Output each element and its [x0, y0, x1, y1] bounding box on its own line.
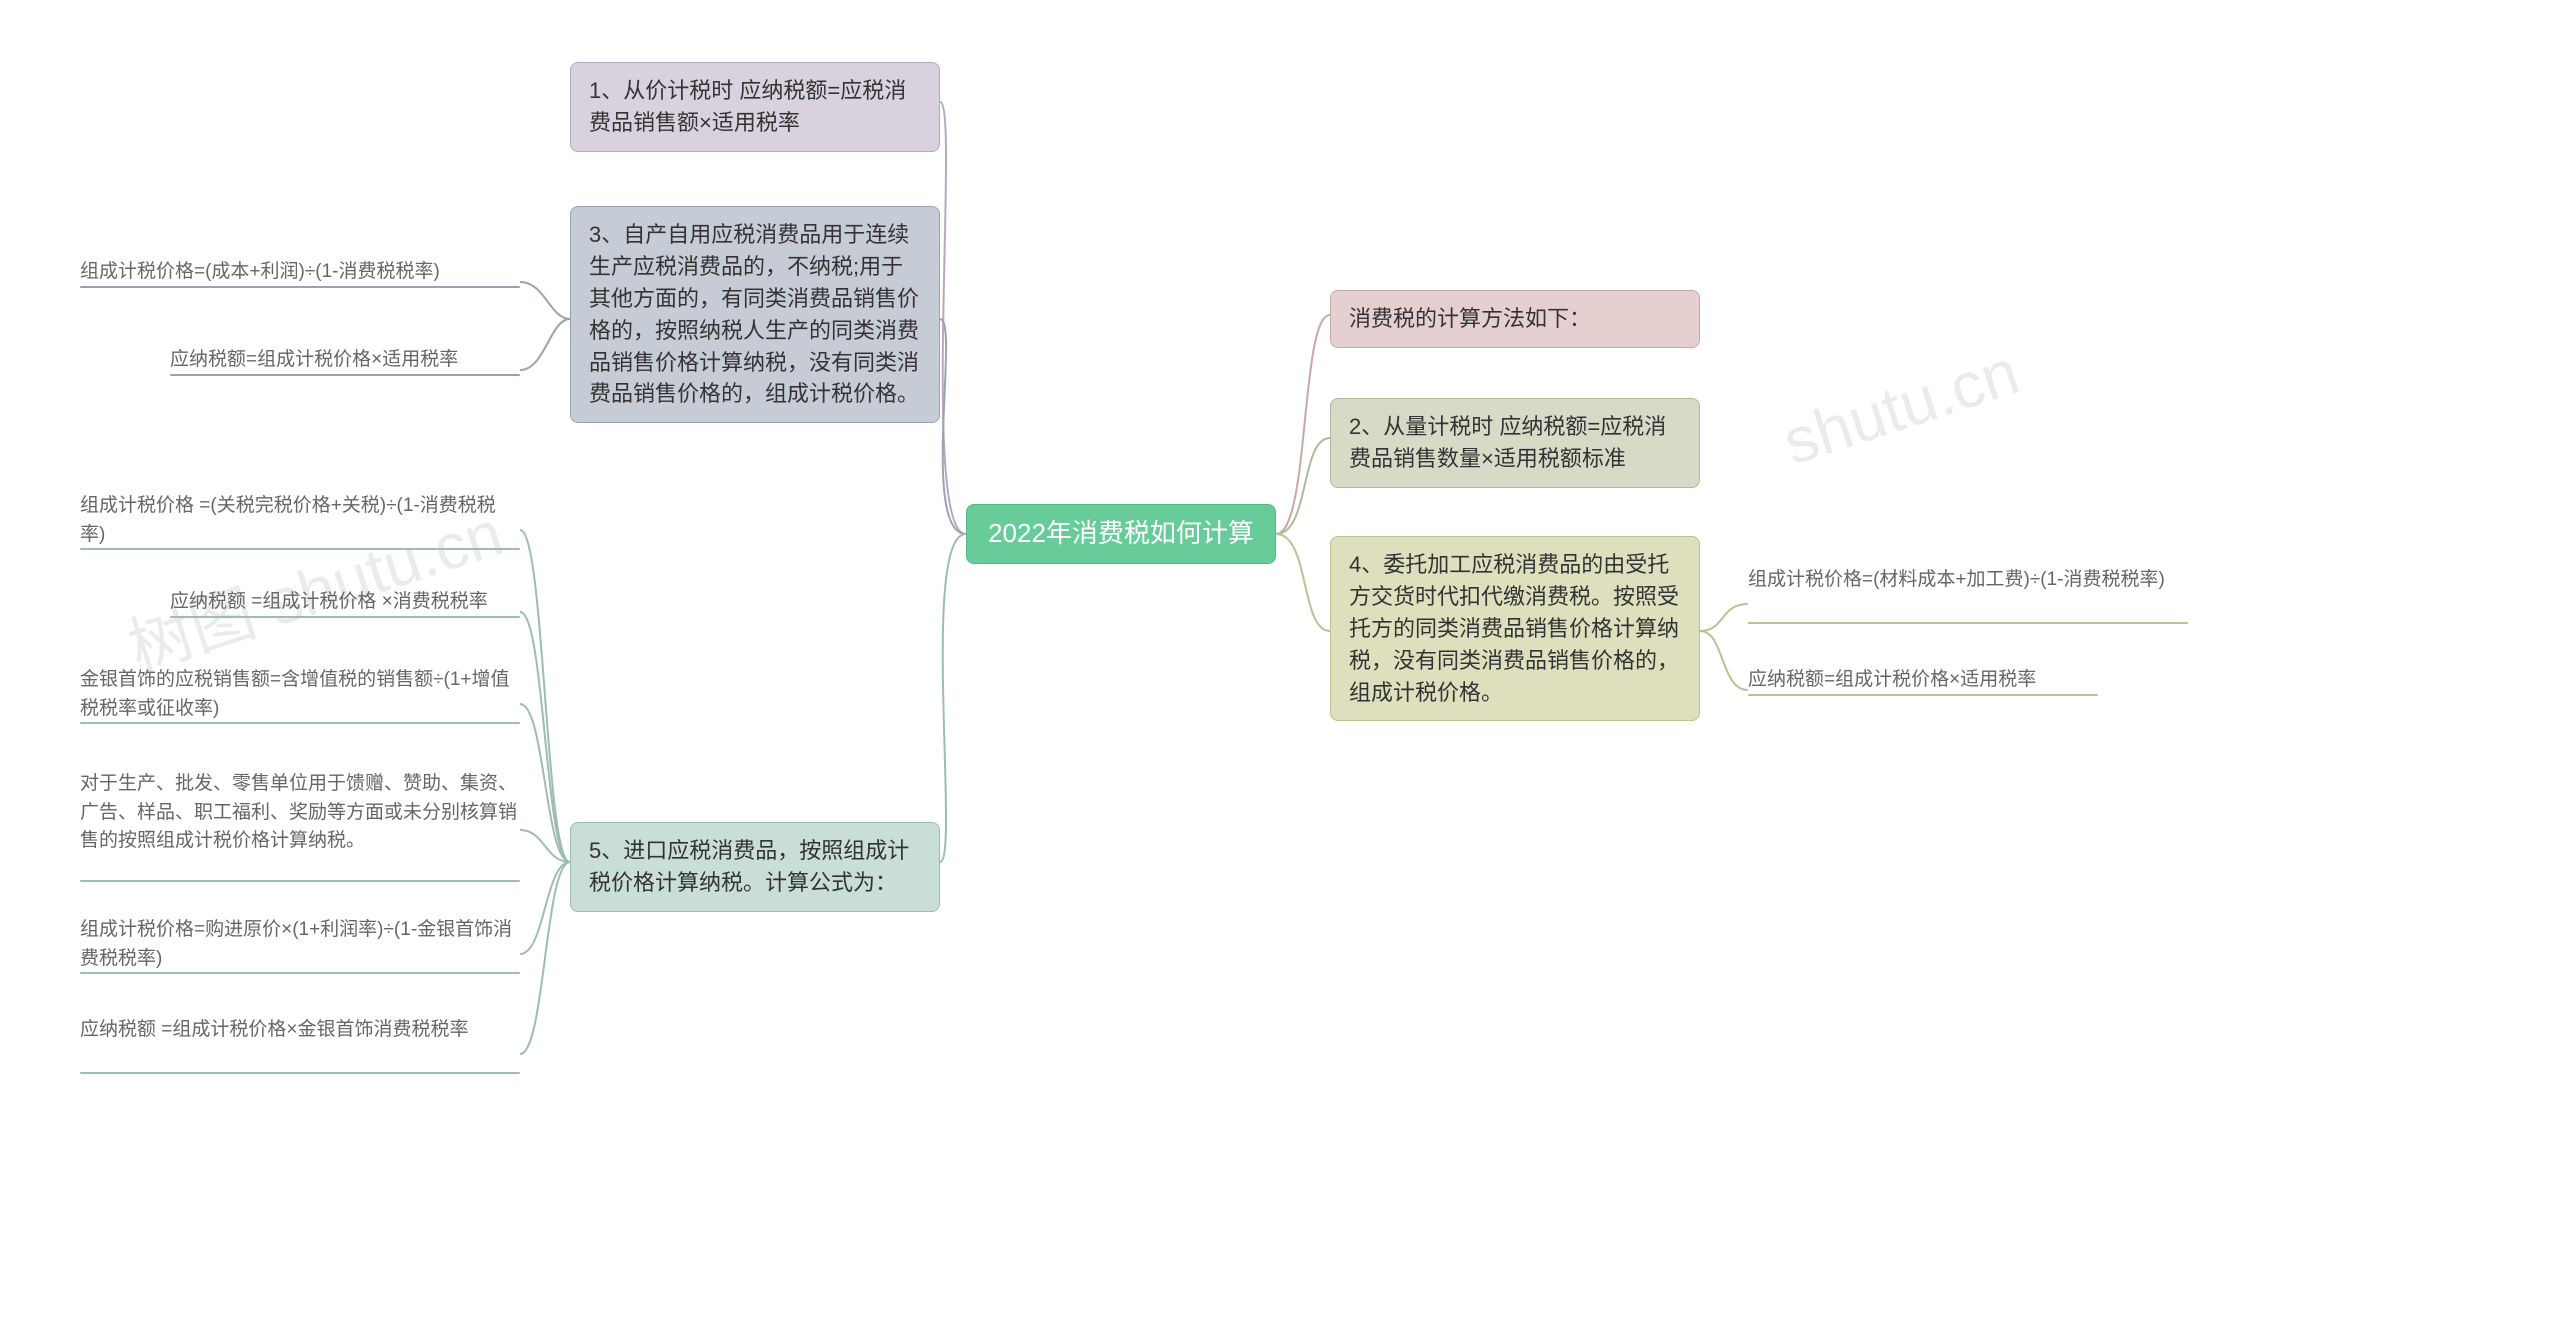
leaf-l5-1[interactable]: 应纳税额 =组成计税价格 ×消费税税率 [170, 588, 520, 617]
leaf-l5-0-label: 组成计税价格 =(关税完税价格+关税)÷(1-消费税税率) [80, 495, 496, 545]
leaf-l5-1-line [170, 616, 520, 618]
leaf-r4-1-label: 应纳税额=组成计税价格×适用税率 [1748, 669, 2036, 690]
watermark-2: shutu.cn [1774, 334, 2027, 479]
node-r4-label: 4、委托加工应税消费品的由受托方交货时代扣代缴消费税。按照受托方的同类消费品销售… [1349, 552, 1679, 705]
node-r2-label: 2、从量计税时 应纳税额=应税消费品销售数量×适用税额标准 [1349, 414, 1666, 471]
leaf-l5-0-line [80, 548, 520, 550]
leaf-l5-1-label: 应纳税额 =组成计税价格 ×消费税税率 [170, 591, 488, 612]
mindmap-canvas: 树图 shutu.cn shutu.cn 2022年消费税如何计算 1、从价计税… [0, 0, 2560, 1335]
leaf-l5-0[interactable]: 组成计税价格 =(关税完税价格+关税)÷(1-消费税税率) [80, 492, 520, 549]
leaf-l5-5-line [80, 1072, 520, 1074]
node-l3[interactable]: 3、自产自用应税消费品用于连续生产应税消费品的，不纳税;用于其他方面的，有同类消… [570, 206, 940, 423]
node-l5[interactable]: 5、进口应税消费品，按照组成计税价格计算纳税。计算公式为： [570, 822, 940, 912]
leaf-l5-3[interactable]: 对于生产、批发、零售单位用于馈赠、赞助、集资、广告、样品、职工福利、奖励等方面或… [80, 770, 520, 856]
node-l1[interactable]: 1、从价计税时 应纳税额=应税消费品销售额×适用税率 [570, 62, 940, 152]
leaf-r4-1[interactable]: 应纳税额=组成计税价格×适用税率 [1748, 666, 2098, 695]
root-node[interactable]: 2022年消费税如何计算 [966, 504, 1276, 564]
leaf-r4-1-line [1748, 694, 2098, 696]
leaf-l5-5[interactable]: 应纳税额 =组成计税价格×金银首饰消费税税率 [80, 1016, 520, 1045]
leaf-l5-3-label: 对于生产、批发、零售单位用于馈赠、赞助、集资、广告、样品、职工福利、奖励等方面或… [80, 773, 517, 851]
leaf-l3-1-label: 应纳税额=组成计税价格×适用税率 [170, 349, 458, 370]
node-r0[interactable]: 消费税的计算方法如下： [1330, 290, 1700, 348]
node-r0-label: 消费税的计算方法如下： [1349, 306, 1591, 331]
node-r4[interactable]: 4、委托加工应税消费品的由受托方交货时代扣代缴消费税。按照受托方的同类消费品销售… [1330, 536, 1700, 721]
leaf-l5-2[interactable]: 金银首饰的应税销售额=含增值税的销售额÷(1+增值税税率或征收率) [80, 666, 520, 723]
leaf-l5-2-line [80, 722, 520, 724]
leaf-r4-0-label: 组成计税价格=(材料成本+加工费)÷(1-消费税税率) [1748, 569, 2165, 590]
leaf-l5-3-line [80, 880, 520, 882]
leaf-l3-0[interactable]: 组成计税价格=(成本+利润)÷(1-消费税税率) [80, 258, 520, 287]
node-l3-label: 3、自产自用应税消费品用于连续生产应税消费品的，不纳税;用于其他方面的，有同类消… [589, 222, 919, 406]
root-label: 2022年消费税如何计算 [988, 515, 1254, 553]
leaf-l5-2-label: 金银首饰的应税销售额=含增值税的销售额÷(1+增值税税率或征收率) [80, 669, 510, 719]
leaf-l3-1-line [170, 374, 520, 376]
leaf-l3-1[interactable]: 应纳税额=组成计税价格×适用税率 [170, 346, 520, 375]
leaf-r4-0-line [1748, 622, 2188, 624]
leaf-l5-4-line [80, 972, 520, 974]
node-l5-label: 5、进口应税消费品，按照组成计税价格计算纳税。计算公式为： [589, 838, 909, 895]
leaf-r4-0[interactable]: 组成计税价格=(材料成本+加工费)÷(1-消费税税率) [1748, 566, 2188, 595]
leaf-l5-4[interactable]: 组成计税价格=购进原价×(1+利润率)÷(1-金银首饰消费税税率) [80, 916, 520, 973]
leaf-l3-0-line [80, 286, 520, 288]
leaf-l3-0-label: 组成计税价格=(成本+利润)÷(1-消费税税率) [80, 261, 440, 282]
node-r2[interactable]: 2、从量计税时 应纳税额=应税消费品销售数量×适用税额标准 [1330, 398, 1700, 488]
leaf-l5-4-label: 组成计税价格=购进原价×(1+利润率)÷(1-金银首饰消费税税率) [80, 919, 512, 969]
node-l1-label: 1、从价计税时 应纳税额=应税消费品销售额×适用税率 [589, 78, 906, 135]
leaf-l5-5-label: 应纳税额 =组成计税价格×金银首饰消费税税率 [80, 1019, 468, 1040]
